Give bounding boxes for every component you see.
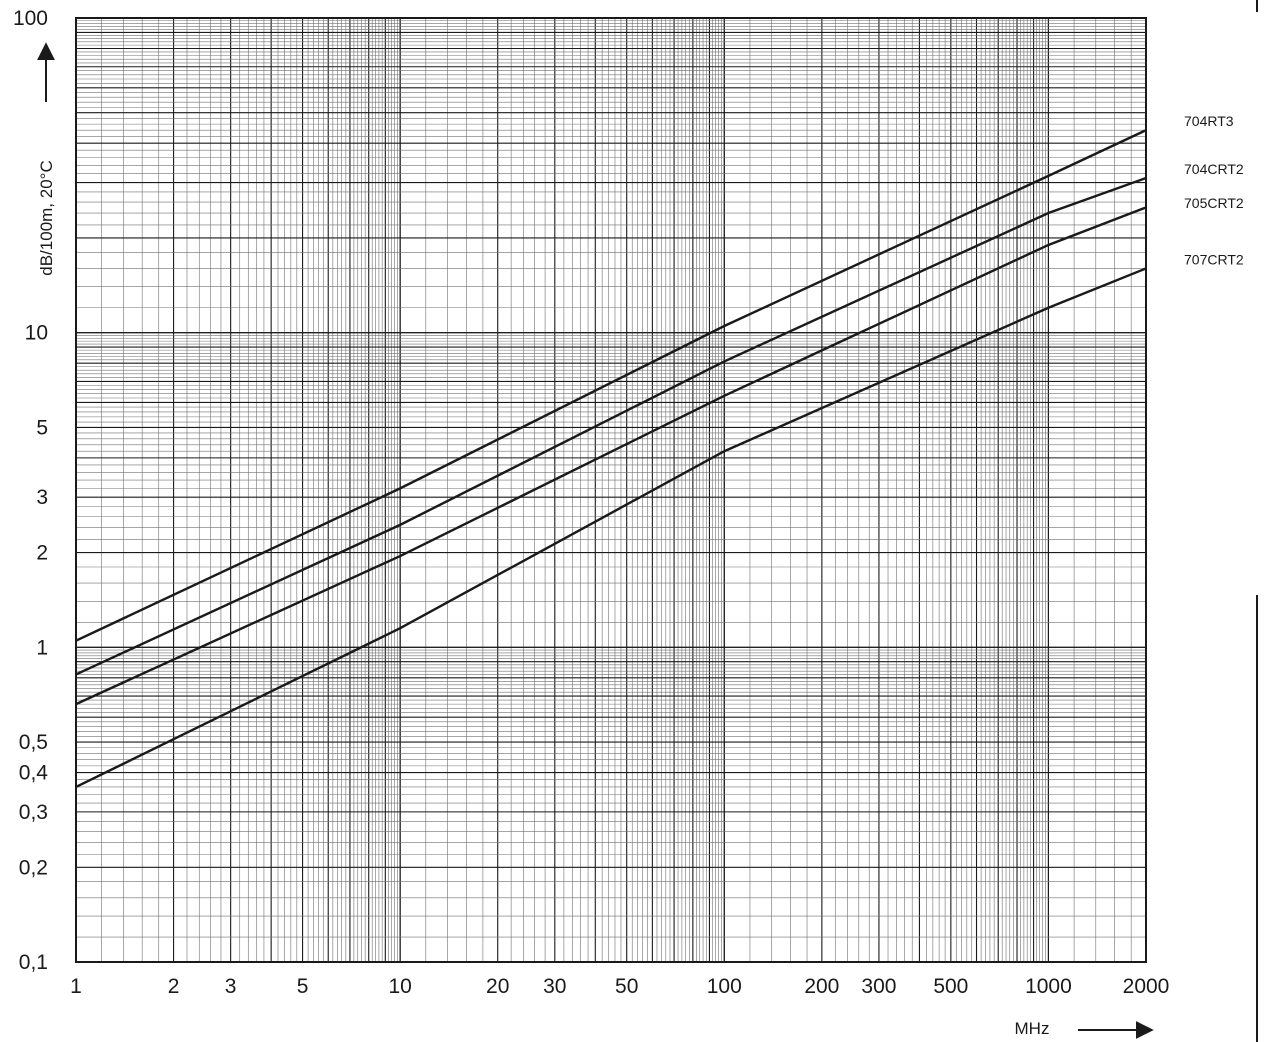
x-tick-label: 50 bbox=[615, 975, 638, 998]
series-line bbox=[75, 176, 1147, 676]
x-tick-label: 5 bbox=[297, 975, 309, 998]
y-axis-title: dB/100m, 20°C bbox=[37, 160, 56, 275]
x-tick-label: 1 bbox=[70, 975, 82, 998]
y-tick-label: 0,2 bbox=[19, 856, 48, 879]
x-tick-label: 30 bbox=[543, 975, 566, 998]
series-line bbox=[75, 267, 1147, 789]
y-tick-label: 3 bbox=[36, 486, 48, 509]
x-tick-label: 300 bbox=[861, 975, 896, 998]
y-tick-label: 10 bbox=[25, 322, 48, 345]
series-label: 704CRT2 bbox=[1184, 161, 1244, 177]
series-line bbox=[75, 129, 1147, 642]
y-tick-label: 100 bbox=[13, 7, 48, 30]
series-lines bbox=[75, 129, 1147, 789]
page-edge-mark-top bbox=[1256, 0, 1258, 12]
series-line bbox=[75, 206, 1147, 706]
grid bbox=[75, 17, 1147, 963]
y-tick-label: 0,3 bbox=[19, 801, 48, 824]
y-tick-label: 0,4 bbox=[19, 762, 49, 785]
series-label: 705CRT2 bbox=[1184, 195, 1244, 211]
x-tick-label: 10 bbox=[388, 975, 411, 998]
y-tick-label: 0,5 bbox=[19, 731, 48, 754]
x-tick-label: 1000 bbox=[1025, 975, 1072, 998]
x-tick-label: 100 bbox=[707, 975, 742, 998]
x-tick-label: 3 bbox=[225, 975, 237, 998]
y-tick-label: 0,1 bbox=[19, 951, 48, 974]
series-labels: 704RT3 704CRT2 705CRT2 707CRT2 bbox=[1184, 113, 1244, 267]
x-tick-label: 20 bbox=[486, 975, 509, 998]
x-tick-label: 500 bbox=[933, 975, 968, 998]
y-tick-label: 5 bbox=[36, 416, 48, 439]
x-tick-label: 200 bbox=[804, 975, 839, 998]
series-label: 704RT3 bbox=[1184, 113, 1234, 129]
x-tick-label: 2000 bbox=[1123, 975, 1170, 998]
x-tick-labels: 1 2 3 5 10 20 30 50 100 200 300 500 1000 2000 bbox=[70, 975, 1169, 998]
plot-frame bbox=[75, 17, 1147, 963]
y-tick-label: 2 bbox=[36, 542, 48, 565]
series-label: 707CRT2 bbox=[1184, 251, 1244, 267]
x-axis-title: MHz bbox=[1015, 1019, 1050, 1038]
page-edge-mark-bottom bbox=[1256, 595, 1258, 1042]
y-tick-labels: 0,1 0,2 0,3 0,4 0,5 1 2 3 5 10 100 bbox=[13, 7, 48, 974]
y-tick-label: 1 bbox=[36, 636, 48, 659]
x-tick-label: 2 bbox=[168, 975, 180, 998]
